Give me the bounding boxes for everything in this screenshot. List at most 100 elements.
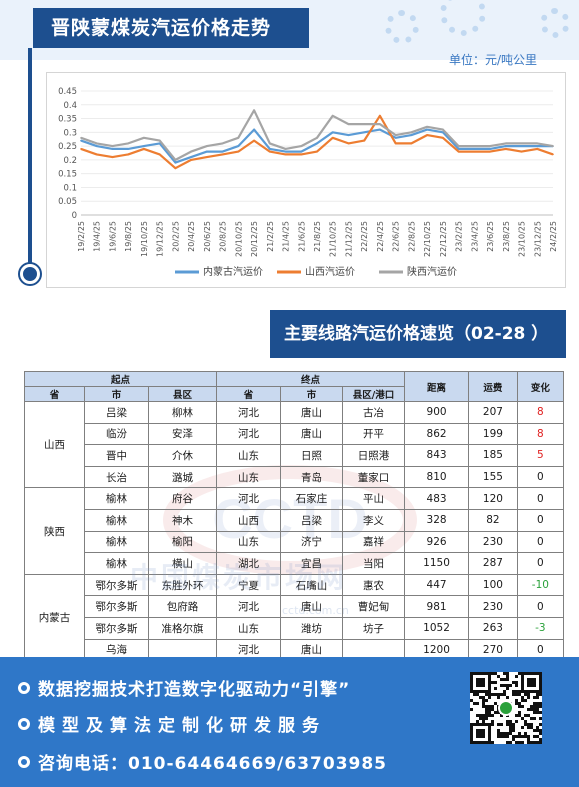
data-point xyxy=(174,167,177,169)
price-trend-chart: 0 0.05 0.1 0.15 0.2 0.25 0.3 0.35 0.4 0.45 19/2/25… xyxy=(46,72,566,288)
y-tick-label: 0.2 xyxy=(63,156,77,166)
x-tick-label: 22/4/25 xyxy=(376,221,385,252)
data-point xyxy=(536,145,539,147)
cell-ecity: 青岛 xyxy=(280,465,343,489)
table-row: 临汾 安泽 河北 唐山 开平 862 199 8 xyxy=(25,422,565,446)
x-tick-label: 19/6/25 xyxy=(108,221,117,252)
x-tick-label: 21/12/25 xyxy=(344,221,353,257)
header-county: 县区 xyxy=(148,386,217,402)
cell-change: 0 xyxy=(516,595,565,618)
data-point xyxy=(379,115,381,117)
x-tick-label: 23/8/25 xyxy=(502,221,511,252)
data-point xyxy=(347,123,350,125)
cell-city: 鄂尔多斯 xyxy=(84,595,149,618)
y-tick-label: 0.4 xyxy=(63,101,77,111)
footer-line-3: 咨询电话：010-64464669/63703985 xyxy=(18,749,387,774)
data-point xyxy=(300,145,303,147)
cell-distance: 843 xyxy=(403,444,470,467)
cell-fee: 230 xyxy=(468,530,518,554)
data-point xyxy=(316,137,318,139)
cell-county: 榆阳 xyxy=(148,530,217,554)
page-title: 晋陕蒙煤炭汽运价格走势 xyxy=(51,17,272,39)
data-point xyxy=(489,148,491,150)
header-change: 变化 xyxy=(516,371,565,402)
cell-eprov: 山东 xyxy=(216,530,281,554)
cell-eprov: 河北 xyxy=(216,401,281,424)
cell-ecity: 唐山 xyxy=(280,422,343,446)
header-end: 终点 xyxy=(216,371,405,387)
gear-decoration-icon xyxy=(385,10,419,44)
table-row: 山西 吕梁 柳林 河北 唐山 古冶 900 207 8 xyxy=(24,400,565,489)
data-point xyxy=(505,148,507,150)
data-point xyxy=(80,148,82,150)
x-tick-label: 23/12/25 xyxy=(533,221,542,257)
cell-county: 府谷 xyxy=(148,487,217,510)
table-row: 鄂尔多斯 包府路 河北 唐山 曹妃甸 981 230 0 xyxy=(25,595,565,618)
x-tick-label: 20/6/25 xyxy=(203,221,212,252)
cell-change: 0 xyxy=(516,508,565,532)
y-tick-label: 0.35 xyxy=(58,115,77,125)
x-tick-label: 19/12/25 xyxy=(156,221,165,257)
y-tick-label: 0.3 xyxy=(63,128,77,138)
cell-change: -3 xyxy=(516,616,565,640)
data-point xyxy=(237,137,240,139)
data-point xyxy=(347,142,350,145)
x-tick-label: 22/10/25 xyxy=(423,221,432,257)
x-tick-label: 24/2/25 xyxy=(549,221,558,252)
x-tick-label: 21/6/25 xyxy=(297,221,306,252)
cell-city: 长治 xyxy=(84,465,149,489)
table-row: 长治 潞城 山东 青岛 董家口 810 155 0 xyxy=(25,465,565,489)
data-point xyxy=(269,142,271,145)
province-cell: 内蒙古 xyxy=(24,573,85,662)
gear-decoration-icon xyxy=(540,8,570,38)
data-point xyxy=(221,142,224,145)
data-point xyxy=(379,123,381,125)
data-point xyxy=(143,137,145,139)
data-point xyxy=(111,145,114,147)
routes-body: 山西 吕梁 柳林 河北 唐山 古冶 900 207 8 临汾 安泽 河北 唐山 开平 862 199 8 晋中 介休… xyxy=(24,400,565,662)
legend-label: 内蒙古汽运价 xyxy=(203,265,263,278)
y-tick-label: 0.05 xyxy=(58,197,77,207)
subtitle-banner: 主要线路汽运价格速览（02-28 ） xyxy=(270,310,566,358)
header-prov: 省 xyxy=(24,386,85,402)
table-row: 晋中 介休 山东 日照 日照港 843 185 5 xyxy=(25,444,565,467)
data-point xyxy=(473,150,476,153)
data-point xyxy=(520,142,523,145)
x-tick-label: 21/8/25 xyxy=(313,221,322,252)
x-tick-label: 21/2/25 xyxy=(266,221,275,252)
cell-change: 5 xyxy=(516,444,565,467)
data-point xyxy=(520,145,523,147)
footer-text-1: 数据挖掘技术打造数字化驱动力“引擎” xyxy=(38,680,351,700)
cell-city: 鄂尔多斯 xyxy=(84,616,149,640)
data-point xyxy=(95,142,98,145)
data-point xyxy=(158,139,161,142)
data-point xyxy=(316,150,318,153)
data-point xyxy=(127,148,129,150)
y-tick-label: 0.25 xyxy=(58,142,77,152)
data-point xyxy=(473,145,476,147)
data-point xyxy=(206,145,208,147)
data-point xyxy=(426,126,428,128)
cell-ecity: 石家庄 xyxy=(280,487,343,510)
table-row: 榆林 榆阳 山东 济宁 嘉祥 926 230 0 xyxy=(25,530,565,554)
data-point xyxy=(410,134,413,136)
table-row: 鄂尔多斯 准格尔旗 山东 潍坊 坊子 1052 263 -3 xyxy=(25,616,565,640)
cell-fee: 100 xyxy=(468,573,518,597)
cell-fee: 270 xyxy=(468,638,518,662)
data-point xyxy=(363,131,366,134)
data-point xyxy=(520,150,523,153)
cell-distance: 483 xyxy=(403,487,470,510)
data-point xyxy=(206,150,208,153)
cell-county: 横山 xyxy=(148,552,217,575)
data-point xyxy=(379,128,381,131)
data-point xyxy=(221,150,224,153)
cell-ecounty: 李义 xyxy=(342,508,405,532)
data-point xyxy=(410,142,413,145)
watermark-text: 中国煤炭市场网 xyxy=(130,561,348,594)
data-point xyxy=(489,145,491,147)
cell-ecity: 日照 xyxy=(280,444,343,467)
cell-ecounty: 惠农 xyxy=(342,573,405,597)
cell-fee: 230 xyxy=(468,595,518,618)
x-tick-label: 22/6/25 xyxy=(392,221,401,252)
data-point xyxy=(505,142,507,145)
